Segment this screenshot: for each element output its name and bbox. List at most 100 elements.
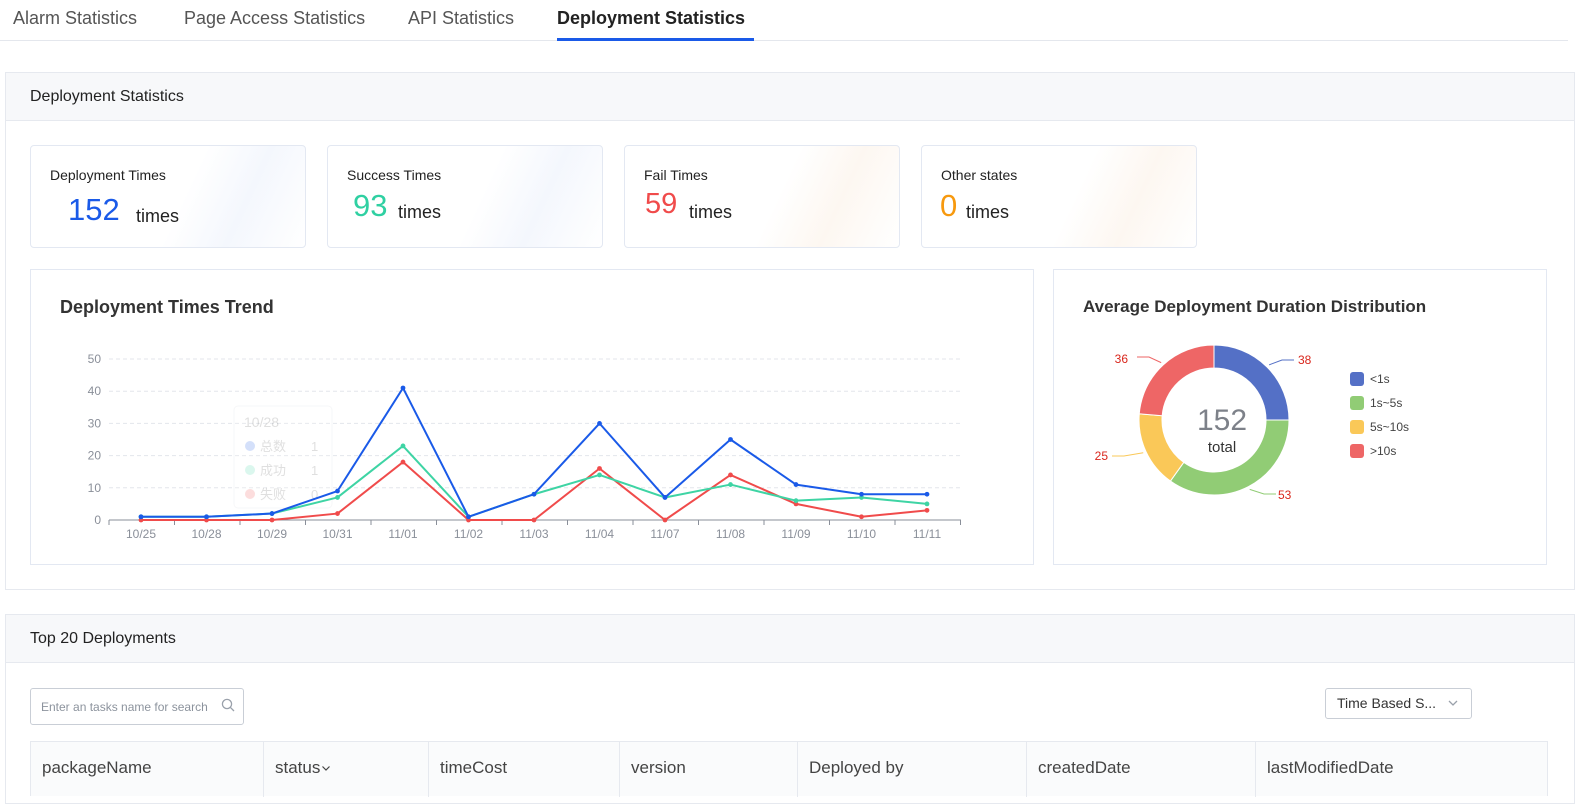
y-tick-label: 20 xyxy=(88,449,102,463)
data-point[interactable] xyxy=(924,501,930,507)
column-header-timecost: timeCost xyxy=(428,742,619,797)
data-point[interactable] xyxy=(400,443,406,449)
data-point[interactable] xyxy=(531,517,537,523)
card-other-states: Other states 0 times xyxy=(921,145,1197,248)
distribution-chart[interactable]: 38 53 25 36 152 total <1s 1s~5s 5s~10s >10s xyxy=(1054,270,1546,564)
data-point[interactable] xyxy=(269,517,275,523)
x-tick-label: 11/08 xyxy=(716,527,745,541)
card-unit: times xyxy=(398,202,442,222)
panel-title: Top 20 Deployments xyxy=(6,615,1574,663)
data-point[interactable] xyxy=(924,507,930,513)
data-point[interactable] xyxy=(597,472,602,478)
tooltip-label: 总数 xyxy=(260,439,286,454)
data-point[interactable] xyxy=(597,421,602,426)
card-title: Success Times xyxy=(347,167,442,183)
tab-alarm-statistics[interactable]: Alarm Statistics xyxy=(13,8,138,28)
data-point[interactable] xyxy=(138,514,144,520)
data-point[interactable] xyxy=(859,491,864,497)
sort-select[interactable]: Time Based S... xyxy=(1325,688,1472,719)
data-point[interactable] xyxy=(859,514,864,520)
data-point[interactable] xyxy=(531,491,537,497)
data-point[interactable] xyxy=(728,472,733,478)
data-point[interactable] xyxy=(662,517,668,523)
pie-slice[interactable] xyxy=(1138,413,1185,482)
legend-label[interactable]: >10s xyxy=(1370,444,1396,458)
x-tick-label: 11/11 xyxy=(913,527,942,541)
data-point[interactable] xyxy=(204,514,209,520)
card-value: 0 xyxy=(940,188,958,223)
y-tick-label: 50 xyxy=(88,352,102,366)
card-value: 93 xyxy=(353,188,388,223)
chart-tooltip: 10/28 总数 1 成功 1 失败 0 xyxy=(233,405,333,509)
tooltip-marker xyxy=(245,441,255,451)
x-tick-label: 11/10 xyxy=(847,527,876,541)
slice-value-label: 38 xyxy=(1298,353,1312,367)
data-point[interactable] xyxy=(335,488,340,494)
data-point[interactable] xyxy=(400,385,406,391)
x-tick-label: 11/04 xyxy=(585,527,614,541)
pie-slice[interactable] xyxy=(1138,344,1215,417)
slice-leader-line xyxy=(1268,359,1294,366)
data-point[interactable] xyxy=(335,495,340,500)
search-icon[interactable] xyxy=(221,698,235,712)
x-tick-label: 11/02 xyxy=(454,527,483,541)
trend-chart-title: Deployment Times Trend xyxy=(60,297,274,317)
legend-label[interactable]: <1s xyxy=(1370,372,1390,386)
card-unit: times xyxy=(136,206,180,226)
chevron-down-icon xyxy=(1448,700,1458,706)
tab-deployment-statistics[interactable]: Deployment Statistics xyxy=(557,8,746,28)
tooltip-label: 失败 xyxy=(260,487,286,502)
data-point[interactable] xyxy=(335,511,340,516)
column-header-lastmodifieddate: lastModifiedDate xyxy=(1255,742,1547,797)
tooltip-value: 0 xyxy=(311,487,318,502)
column-header-status[interactable]: status xyxy=(263,742,428,797)
legend-swatch[interactable] xyxy=(1350,444,1364,458)
column-header-label: status xyxy=(275,758,321,777)
data-point[interactable] xyxy=(924,491,930,497)
slice-leader-line xyxy=(1112,452,1144,457)
data-point[interactable] xyxy=(597,466,602,471)
data-point[interactable] xyxy=(466,514,471,520)
card-title: Fail Times xyxy=(644,167,708,183)
panel-title: Deployment Statistics xyxy=(6,73,1574,121)
search-input[interactable] xyxy=(31,689,211,724)
card-value: 152 xyxy=(68,192,120,227)
x-tick-label: 11/07 xyxy=(650,527,679,541)
data-point[interactable] xyxy=(269,511,275,516)
legend-swatch[interactable] xyxy=(1350,372,1364,386)
search-box xyxy=(30,688,244,725)
tab-page-access-statistics[interactable]: Page Access Statistics xyxy=(184,8,366,28)
data-point[interactable] xyxy=(728,437,733,442)
data-point[interactable] xyxy=(662,495,668,500)
card-title: Other states xyxy=(941,167,1018,183)
tooltip-marker xyxy=(245,465,255,475)
x-tick-label: 10/28 xyxy=(191,527,221,541)
column-header-packagename: packageName xyxy=(42,758,152,777)
slice-leader-line xyxy=(1137,356,1162,364)
chevron-down-icon[interactable] xyxy=(321,763,331,773)
legend-label[interactable]: 5s~10s xyxy=(1370,420,1409,434)
data-point[interactable] xyxy=(400,459,406,465)
slice-value-label: 53 xyxy=(1278,488,1292,502)
tooltip-label: 成功 xyxy=(260,463,286,478)
data-point[interactable] xyxy=(793,482,799,487)
card-fail-times: Fail Times 59 times xyxy=(624,145,900,248)
data-point[interactable] xyxy=(728,482,733,487)
card-deployment-times: Deployment Times 152 times xyxy=(30,145,306,248)
legend-label[interactable]: 1s~5s xyxy=(1370,396,1402,410)
column-header-deployed-by: Deployed by xyxy=(797,742,1026,797)
tooltip-title: 10/28 xyxy=(244,414,279,430)
trend-chart-card: Deployment Times Trend 0 10 20 30 40 50 10/25 1… xyxy=(30,269,1034,565)
x-tick-label: 11/01 xyxy=(388,527,417,541)
table-header: packageName status timeCost version Depl… xyxy=(30,741,1548,797)
slice-value-label: 36 xyxy=(1115,352,1129,366)
y-tick-label: 40 xyxy=(88,384,102,398)
tab-api-statistics[interactable]: API Statistics xyxy=(408,8,515,28)
y-tick-label: 0 xyxy=(94,513,101,527)
distribution-chart-card: Average Deployment Duration Distribution… xyxy=(1053,269,1547,565)
legend-swatch[interactable] xyxy=(1350,396,1364,410)
legend-swatch[interactable] xyxy=(1350,420,1364,434)
active-tab-indicator xyxy=(557,38,754,41)
data-point[interactable] xyxy=(793,498,799,504)
